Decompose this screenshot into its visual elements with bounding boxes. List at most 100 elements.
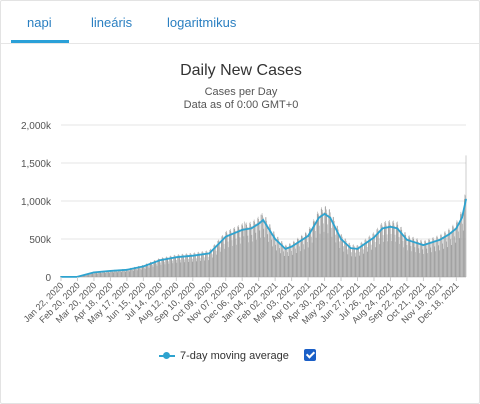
daily-bar	[453, 228, 455, 277]
daily-bar	[230, 228, 231, 277]
daily-bar	[169, 256, 171, 277]
y-tick-label: 2,000k	[21, 121, 52, 132]
daily-bar	[329, 212, 331, 277]
daily-bar	[369, 235, 370, 277]
daily-bar	[110, 270, 112, 277]
daily-bar	[400, 226, 402, 277]
daily-bar	[354, 252, 356, 277]
daily-bar	[440, 233, 442, 277]
daily-bar	[387, 241, 388, 277]
daily-bar	[211, 254, 213, 277]
daily-bar	[134, 266, 136, 277]
daily-bar	[442, 243, 443, 277]
daily-bar	[325, 205, 326, 277]
daily-bar	[106, 270, 108, 277]
tab-napi[interactable]: napi	[27, 15, 52, 30]
daily-bar	[449, 231, 451, 277]
daily-bar	[137, 266, 139, 277]
daily-bar	[88, 274, 90, 277]
y-tick-label: 0	[45, 273, 51, 284]
moving-average-point	[274, 238, 277, 240]
daily-bar	[303, 244, 304, 277]
daily-bar	[424, 239, 426, 277]
active-tab-indicator	[11, 40, 69, 43]
daily-bar	[420, 240, 421, 277]
daily-bar	[304, 236, 305, 277]
daily-bar	[305, 231, 307, 277]
daily-bar	[327, 233, 329, 277]
daily-bar	[441, 236, 443, 277]
daily-bar	[197, 252, 199, 277]
daily-bar	[340, 236, 341, 277]
daily-bar	[172, 263, 174, 277]
daily-bar	[332, 220, 333, 277]
daily-bar	[433, 238, 434, 277]
daily-bar	[109, 270, 111, 277]
daily-bar	[385, 223, 387, 277]
daily-bar	[378, 238, 380, 277]
daily-bar	[349, 244, 351, 277]
daily-bar	[364, 243, 365, 277]
daily-bar	[295, 252, 297, 277]
daily-bar	[249, 222, 250, 277]
daily-bar	[118, 269, 119, 277]
daily-bar	[195, 254, 196, 277]
daily-bar	[199, 253, 200, 277]
daily-bar	[255, 223, 256, 277]
daily-bar	[452, 226, 453, 277]
daily-bar	[329, 208, 330, 277]
daily-bar	[428, 239, 429, 277]
tab-linearis[interactable]: lineáris	[91, 15, 133, 30]
legend-item[interactable]: 7-day moving average	[159, 348, 289, 364]
daily-bar	[298, 239, 299, 277]
daily-bar	[443, 236, 445, 277]
daily-bar	[301, 234, 303, 277]
daily-bar	[132, 270, 134, 277]
chart-svg: Daily New Cases Cases per Day Data as of…	[21, 62, 467, 326]
daily-bar	[373, 232, 374, 277]
daily-bar	[411, 251, 412, 277]
daily-bar	[173, 257, 174, 277]
moving-average-point	[461, 216, 463, 219]
daily-bar	[450, 239, 451, 277]
daily-bar	[318, 213, 319, 277]
daily-bar	[232, 232, 234, 277]
daily-bar	[99, 271, 101, 277]
daily-bar	[428, 238, 430, 277]
daily-bar	[104, 272, 105, 277]
daily-bar	[287, 252, 288, 277]
daily-bar	[355, 256, 357, 277]
daily-bar	[155, 261, 157, 277]
daily-bar	[269, 224, 271, 277]
daily-bar	[405, 234, 407, 277]
daily-bar	[187, 259, 189, 277]
daily-bar	[290, 245, 292, 277]
daily-bar	[366, 241, 367, 277]
daily-bar	[204, 260, 205, 277]
tab-logaritmikus[interactable]: logaritmikus	[167, 15, 237, 30]
daily-bar	[91, 272, 92, 277]
daily-bar	[369, 236, 371, 277]
daily-bar	[92, 273, 94, 277]
daily-bar	[363, 253, 365, 277]
daily-bar	[215, 250, 217, 277]
daily-bar	[114, 269, 116, 277]
daily-bar	[408, 235, 410, 277]
daily-bar	[130, 267, 132, 277]
daily-bar	[224, 236, 226, 277]
daily-bar	[449, 230, 450, 277]
daily-bar	[268, 241, 269, 277]
daily-bar	[273, 231, 274, 277]
daily-bar	[333, 220, 335, 277]
tab-bar: napi lineáris logaritmikus	[1, 1, 479, 44]
daily-bar	[279, 253, 281, 277]
daily-bar	[231, 240, 233, 277]
daily-bar	[327, 224, 328, 277]
daily-bar	[461, 215, 463, 277]
daily-bar	[186, 253, 187, 277]
legend-checkbox[interactable]	[304, 349, 316, 361]
daily-bar	[89, 273, 91, 277]
daily-bar	[233, 228, 234, 277]
daily-bar	[255, 232, 257, 277]
